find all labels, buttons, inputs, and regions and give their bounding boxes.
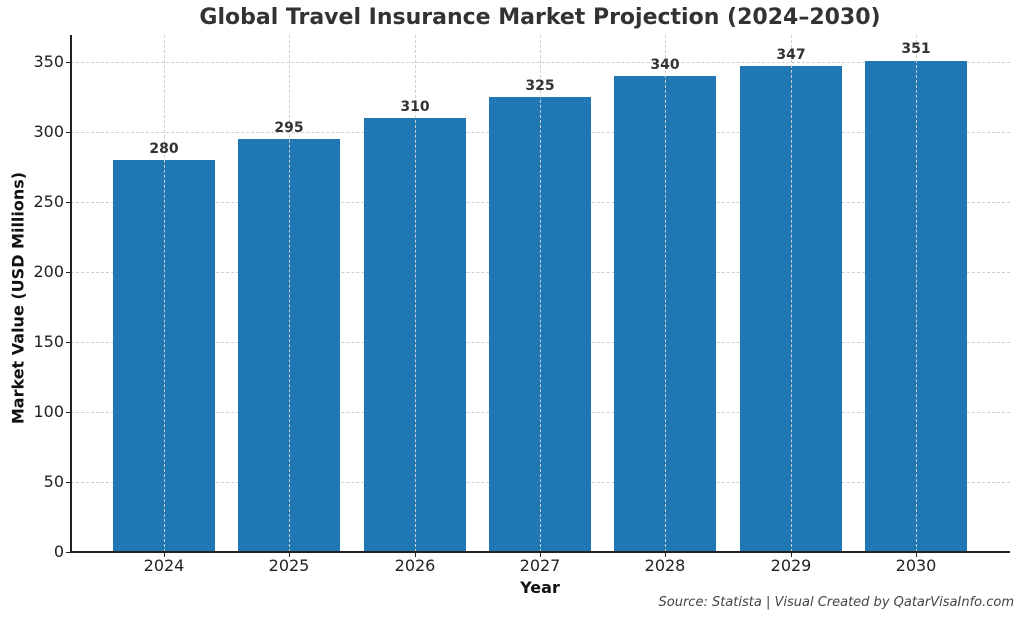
x-axis-line xyxy=(70,551,1010,553)
gridline-x-2027 xyxy=(540,35,541,552)
x-tick-mark xyxy=(415,553,416,557)
y-tick-label: 50 xyxy=(43,472,64,491)
y-tick-mark xyxy=(66,202,71,203)
y-tick-mark xyxy=(66,62,71,63)
y-tick-label: 200 xyxy=(33,262,64,281)
x-tick-mark xyxy=(540,553,541,557)
x-tick-label: 2029 xyxy=(770,556,812,575)
x-tick-mark xyxy=(791,553,792,557)
y-tick-mark xyxy=(66,412,71,413)
source-annotation: Source: Statista | Visual Created by Qat… xyxy=(658,595,1014,610)
gridline-x-2030 xyxy=(916,35,917,552)
y-tick-mark xyxy=(66,482,71,483)
y-tick-mark xyxy=(66,272,71,273)
y-tick-mark xyxy=(66,552,71,553)
bar-value-label: 347 xyxy=(776,47,806,63)
bar-value-label: 325 xyxy=(525,78,555,94)
x-tick-label: 2028 xyxy=(644,556,686,575)
x-tick-label: 2024 xyxy=(143,556,185,575)
y-tick-mark xyxy=(66,132,71,133)
y-axis-label: Market Value (USD Millions) xyxy=(8,171,28,425)
bar-value-label: 295 xyxy=(274,120,304,136)
gridline-x-2024 xyxy=(164,35,165,552)
gridline-x-2026 xyxy=(415,35,416,552)
bar-value-label: 340 xyxy=(650,57,680,73)
x-tick-mark xyxy=(164,553,165,557)
y-tick-mark xyxy=(66,342,71,343)
x-tick-mark xyxy=(916,553,917,557)
gridline-x-2025 xyxy=(289,35,290,552)
x-tick-label: 2030 xyxy=(895,556,937,575)
gridline-x-2029 xyxy=(791,35,792,552)
x-tick-mark xyxy=(289,553,290,557)
bar-value-label: 280 xyxy=(149,141,179,157)
bar-value-label: 351 xyxy=(901,41,931,57)
x-axis-label: Year xyxy=(520,578,560,597)
x-tick-mark xyxy=(665,553,666,557)
y-tick-label: 250 xyxy=(33,192,64,211)
y-tick-label: 100 xyxy=(33,402,64,421)
gridline-x-2028 xyxy=(665,35,666,552)
y-axis-line xyxy=(70,35,72,553)
y-tick-label: 350 xyxy=(33,52,64,71)
y-tick-label: 150 xyxy=(33,332,64,351)
y-tick-label: 300 xyxy=(33,122,64,141)
x-tick-label: 2025 xyxy=(268,556,310,575)
y-tick-label: 0 xyxy=(53,542,64,561)
chart-title: Global Travel Insurance Market Projectio… xyxy=(199,5,881,30)
x-tick-label: 2027 xyxy=(519,556,561,575)
plot-area: 280 295 310 325 340 347 351 xyxy=(71,35,1010,552)
x-tick-label: 2026 xyxy=(394,556,436,575)
bar-value-label: 310 xyxy=(400,99,430,115)
